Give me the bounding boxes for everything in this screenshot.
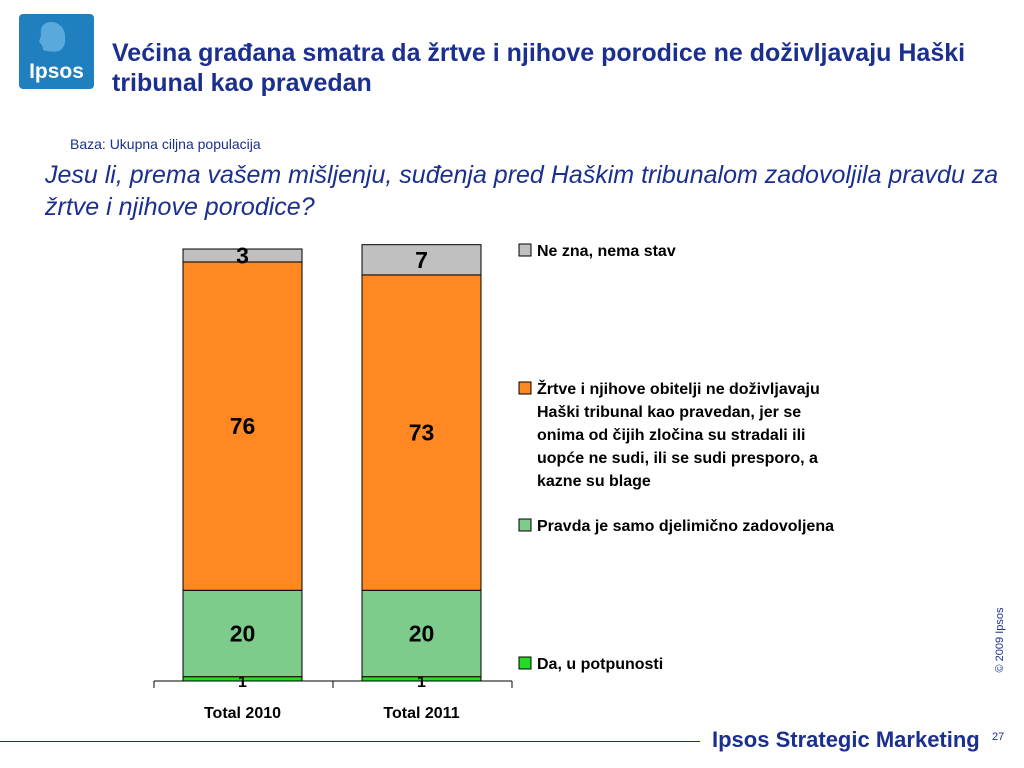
legend-swatch — [518, 656, 532, 670]
data-label: 73 — [409, 420, 435, 446]
logo-text: Ipsos — [29, 60, 84, 83]
bar-segment — [182, 589, 303, 678]
survey-question: Jesu li, prema vašem mišljenju, suđenja … — [45, 161, 999, 221]
copyright-note: © 2009 Ipsos — [994, 607, 1006, 673]
bar-segment — [182, 248, 303, 263]
ipsos-logo: Ipsos — [19, 14, 94, 89]
data-label: 20 — [230, 620, 256, 646]
category-label: Total 2011 — [383, 705, 459, 722]
legend-swatch — [518, 243, 532, 257]
bar-segment — [361, 244, 482, 276]
page-number: 27 — [992, 731, 1005, 743]
base-note: Baza: Ukupna ciljna populacija — [70, 136, 261, 152]
category-label: Total 2010 — [204, 705, 281, 722]
data-label: 20 — [409, 620, 435, 646]
data-label: 1 — [238, 674, 247, 691]
data-label: 76 — [230, 413, 256, 439]
legend-label: Da, u potpunosti — [537, 656, 663, 673]
footer-divider — [0, 741, 700, 742]
footer-brand: Ipsos Strategic Marketing — [712, 727, 980, 752]
bar-segment — [182, 261, 303, 591]
legend-label: Ne zna, nema stav — [537, 243, 676, 260]
data-label: 1 — [417, 674, 426, 691]
data-label: 3 — [236, 242, 249, 268]
legend-swatch — [518, 381, 532, 395]
legend-label: Žrtve i njihove obitelji ne doživljavaju… — [537, 379, 820, 490]
bar-segment — [361, 589, 482, 678]
head-silhouette-icon — [39, 22, 66, 52]
legend-label: Pravda je samo djelimično zadovoljena — [537, 518, 834, 535]
legend-swatch — [518, 518, 532, 532]
slide-title: Većina građana smatra da žrtve i njihove… — [112, 39, 966, 97]
bar-segment — [361, 274, 482, 591]
data-label: 7 — [415, 247, 428, 273]
